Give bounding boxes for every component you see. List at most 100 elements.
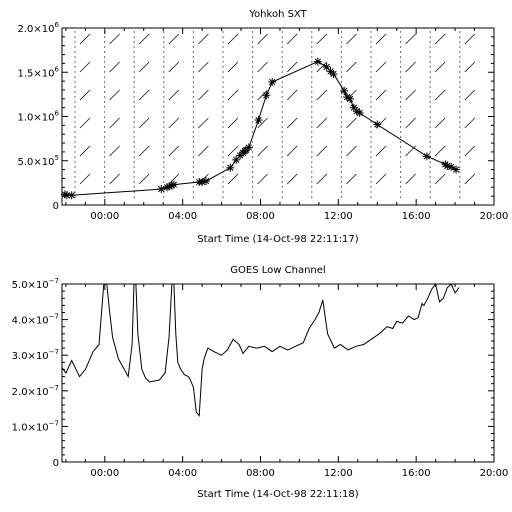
hatch-dot [370, 61, 372, 63]
hatch-dot [340, 71, 342, 73]
hatch-dot [370, 96, 372, 98]
hatch-dot [370, 56, 372, 58]
hatch-dot [252, 151, 254, 153]
data-point [244, 143, 253, 152]
hatch-dot [252, 156, 254, 158]
hatch-dot [192, 86, 194, 88]
hatch-slash [464, 89, 476, 101]
data-point [157, 185, 166, 194]
hatch-dot [281, 116, 283, 118]
hatch-dot [281, 51, 283, 53]
hatch-dot [192, 171, 194, 173]
x-tick-label: 04:00 [168, 468, 197, 479]
hatch-dot [192, 61, 194, 63]
hatch-slash [434, 117, 446, 129]
hatch-dot [281, 106, 283, 108]
data-point [422, 152, 431, 161]
hatch-dot [459, 186, 461, 188]
hatch-slash [316, 89, 328, 101]
hatch-dot [163, 76, 165, 78]
hatch-dot [311, 116, 313, 118]
hatch-dot [104, 51, 106, 53]
hatch-dot [104, 121, 106, 123]
hatch-dot [370, 36, 372, 38]
hatch-slash [434, 89, 446, 101]
x-tick-label: 12:00 [324, 211, 353, 222]
hatch-dot [163, 71, 165, 73]
hatch-dot [281, 66, 283, 68]
hatch-dot [252, 181, 254, 183]
data-point-stroke [198, 178, 206, 186]
hatch-dot [163, 131, 165, 133]
hatch-dot [370, 81, 372, 83]
hatch-dot [222, 101, 224, 103]
hatch-dot [104, 141, 106, 143]
hatch-dot [370, 181, 372, 183]
hatch-dot [133, 191, 135, 193]
plot-frame [61, 283, 495, 463]
x-tick-label: 20:00 [480, 211, 509, 222]
hatch-dot [340, 116, 342, 118]
hatch-dot [104, 151, 106, 153]
data-point-stroke [323, 63, 330, 71]
hatch-slash [109, 173, 120, 185]
hatch-dot [222, 116, 224, 118]
hatch-dot [133, 131, 135, 133]
hatch-dot [104, 61, 106, 63]
hatch-dot [163, 51, 165, 53]
y-tick-label: 1.0×106 [18, 110, 60, 124]
hatch-dot [429, 36, 431, 38]
hatch-dot [311, 46, 313, 48]
hatch-dot [163, 151, 165, 153]
hatch-dot [192, 51, 194, 53]
hatch-dot [340, 36, 342, 38]
data-point-stroke [452, 166, 460, 173]
hatch-dot [222, 191, 224, 193]
hatch-dot [400, 111, 402, 113]
hatch-slash [168, 61, 180, 73]
hatch-dot [370, 146, 372, 148]
hatch-slash [227, 117, 239, 129]
hatch-dot [429, 46, 431, 48]
data-point [346, 94, 354, 103]
hatch-dot [400, 186, 402, 188]
hatch-dot [222, 161, 224, 163]
hatch-dot [222, 141, 224, 143]
data-point-stroke [356, 109, 363, 117]
hatch-dot [400, 66, 402, 68]
hatch-slash [464, 33, 476, 45]
hatch-dot [459, 126, 461, 128]
hatch-dot [74, 141, 76, 143]
hatch-dot [340, 101, 342, 103]
hatch-dot [222, 31, 224, 33]
data-point [329, 70, 338, 79]
hatch-dot [340, 191, 342, 193]
hatch-dot [252, 176, 254, 178]
hatch-dot [429, 126, 431, 128]
series-line [62, 284, 460, 417]
hatch-dot [133, 71, 135, 73]
hatch-dot [281, 136, 283, 138]
hatch-dot [163, 161, 165, 163]
y-tick-label: 4.0×10−7 [12, 313, 59, 327]
hatch-dot [281, 111, 283, 113]
hatch-dot [429, 91, 431, 93]
hatch-dot [370, 151, 372, 153]
hatch-dot [252, 171, 254, 173]
hatch-dot [400, 71, 402, 73]
hatch-dot [104, 146, 106, 148]
x-tick-label: 16:00 [402, 211, 431, 222]
hatch-dot [192, 156, 194, 158]
data-point [67, 191, 76, 200]
hatch-dot [163, 126, 165, 128]
hatch-dot [222, 56, 224, 58]
hatch-dot [370, 186, 372, 188]
hatch-dot [400, 96, 402, 98]
hatch-dot [281, 146, 283, 148]
hatch-slash [286, 89, 298, 101]
hatch-pattern [74, 31, 476, 198]
hatch-dot [370, 141, 372, 143]
hatch-dot [133, 61, 135, 63]
hatch-dot [340, 196, 342, 198]
hatch-slash [138, 89, 150, 101]
